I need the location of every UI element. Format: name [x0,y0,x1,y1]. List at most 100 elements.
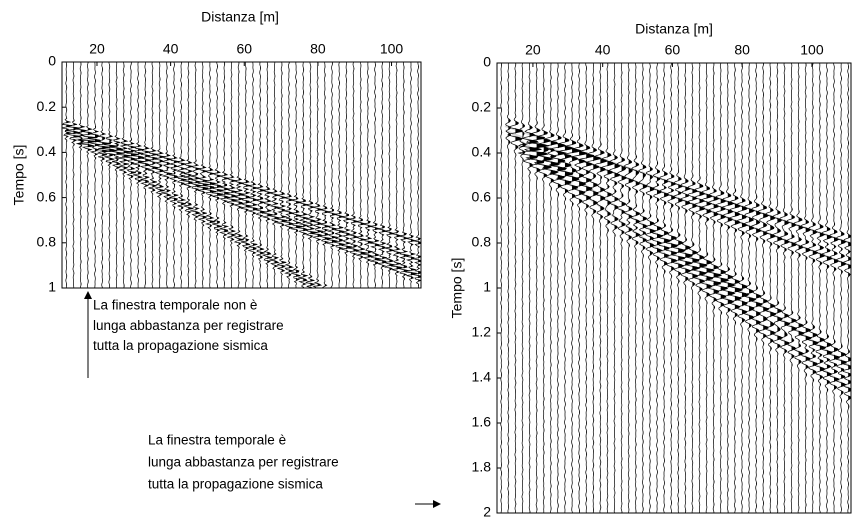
trace [585,63,601,513]
trace [296,62,309,288]
traces [62,62,421,288]
trace [95,62,112,288]
trace-fill [339,62,345,288]
trace [663,63,679,513]
trace [841,63,851,513]
trace-fill [543,63,553,513]
trace [637,63,649,513]
event-line [67,124,421,244]
trace [131,62,145,288]
trace [116,62,134,288]
trace [390,62,403,288]
y-tick-label: 1 [48,279,56,295]
trace [333,62,345,288]
y-tick-label: 0.2 [472,99,492,115]
trace [763,63,777,513]
trace-fill [770,63,776,513]
trace [517,63,542,513]
annotation: tutta la propagazione sismica [93,338,268,353]
trace-fill [642,63,648,513]
x-tick-label: 20 [89,41,105,57]
trace [534,63,554,513]
trace [182,62,194,288]
y-tick-label: 0.8 [472,234,492,250]
trace [749,63,763,513]
x-tick-label: 100 [380,41,404,57]
trace-fill [159,62,166,288]
trace-fill [73,62,81,288]
trace-fill [628,63,634,513]
trace [593,63,608,513]
y-tick-label: 1.8 [472,459,492,475]
trace [240,62,253,288]
trace [190,62,202,288]
trace [282,62,295,288]
trace-fill [331,62,338,288]
trace [713,63,730,513]
trace [571,63,588,513]
trace [777,63,791,513]
trace [87,62,102,288]
trace [99,62,119,288]
event-line [504,125,851,244]
event-line [532,156,851,391]
event-line [67,128,421,262]
trace [505,63,512,513]
trace [670,63,686,513]
trace [500,63,503,513]
y-tick-label: 2 [483,504,491,517]
trace-fill [138,62,145,288]
trace [356,62,367,288]
trace [146,62,159,288]
chart-title: Distanza [m] [635,21,713,37]
trace [506,63,523,513]
trace [734,63,750,513]
y-tick-label: 0.4 [37,143,57,159]
trace-fill [826,63,833,513]
trace [232,62,246,288]
trace [153,62,166,288]
traces [500,63,851,513]
trace [318,62,331,288]
trace-fill [202,62,210,288]
trace [268,62,281,288]
trace-fill [713,63,722,513]
trace [384,62,396,288]
event-line [74,135,319,288]
y-tick-label: 0.6 [37,188,57,204]
trace-fill [231,62,238,288]
trace [376,62,388,288]
trace-fill [777,63,783,513]
annotation: lunga abbastanza per registrare [148,454,339,469]
trace-fill [324,62,331,288]
trace [326,62,338,288]
y-tick-label: 0.4 [472,144,492,160]
plot-frame [61,61,422,289]
trace [369,62,381,288]
trace-fill [749,63,756,513]
annotation: tutta la propagazione sismica [148,476,323,491]
trace [757,63,770,513]
trace-fill [522,63,527,513]
trace-fill [614,63,620,513]
trace-fill [671,63,678,513]
trace [727,63,744,513]
trace [608,63,621,513]
y-axis-label: Tempo [s] [11,145,27,206]
trace-fill [819,63,826,513]
trace [600,63,615,513]
y-tick-label: 0.8 [37,234,57,250]
annotation: lunga abbastanza per registrare [93,318,284,333]
trace-fill [536,63,549,513]
x-tick-label: 40 [163,41,179,57]
trace [771,63,784,513]
y-tick-label: 0 [48,53,56,69]
trace-fill [396,62,402,288]
y-tick-label: 0.2 [37,98,57,114]
trace-fill [805,63,812,513]
y-tick-label: 0 [483,54,491,70]
y-tick-label: 1.2 [472,324,492,340]
trace [225,62,239,288]
trace [523,63,550,513]
